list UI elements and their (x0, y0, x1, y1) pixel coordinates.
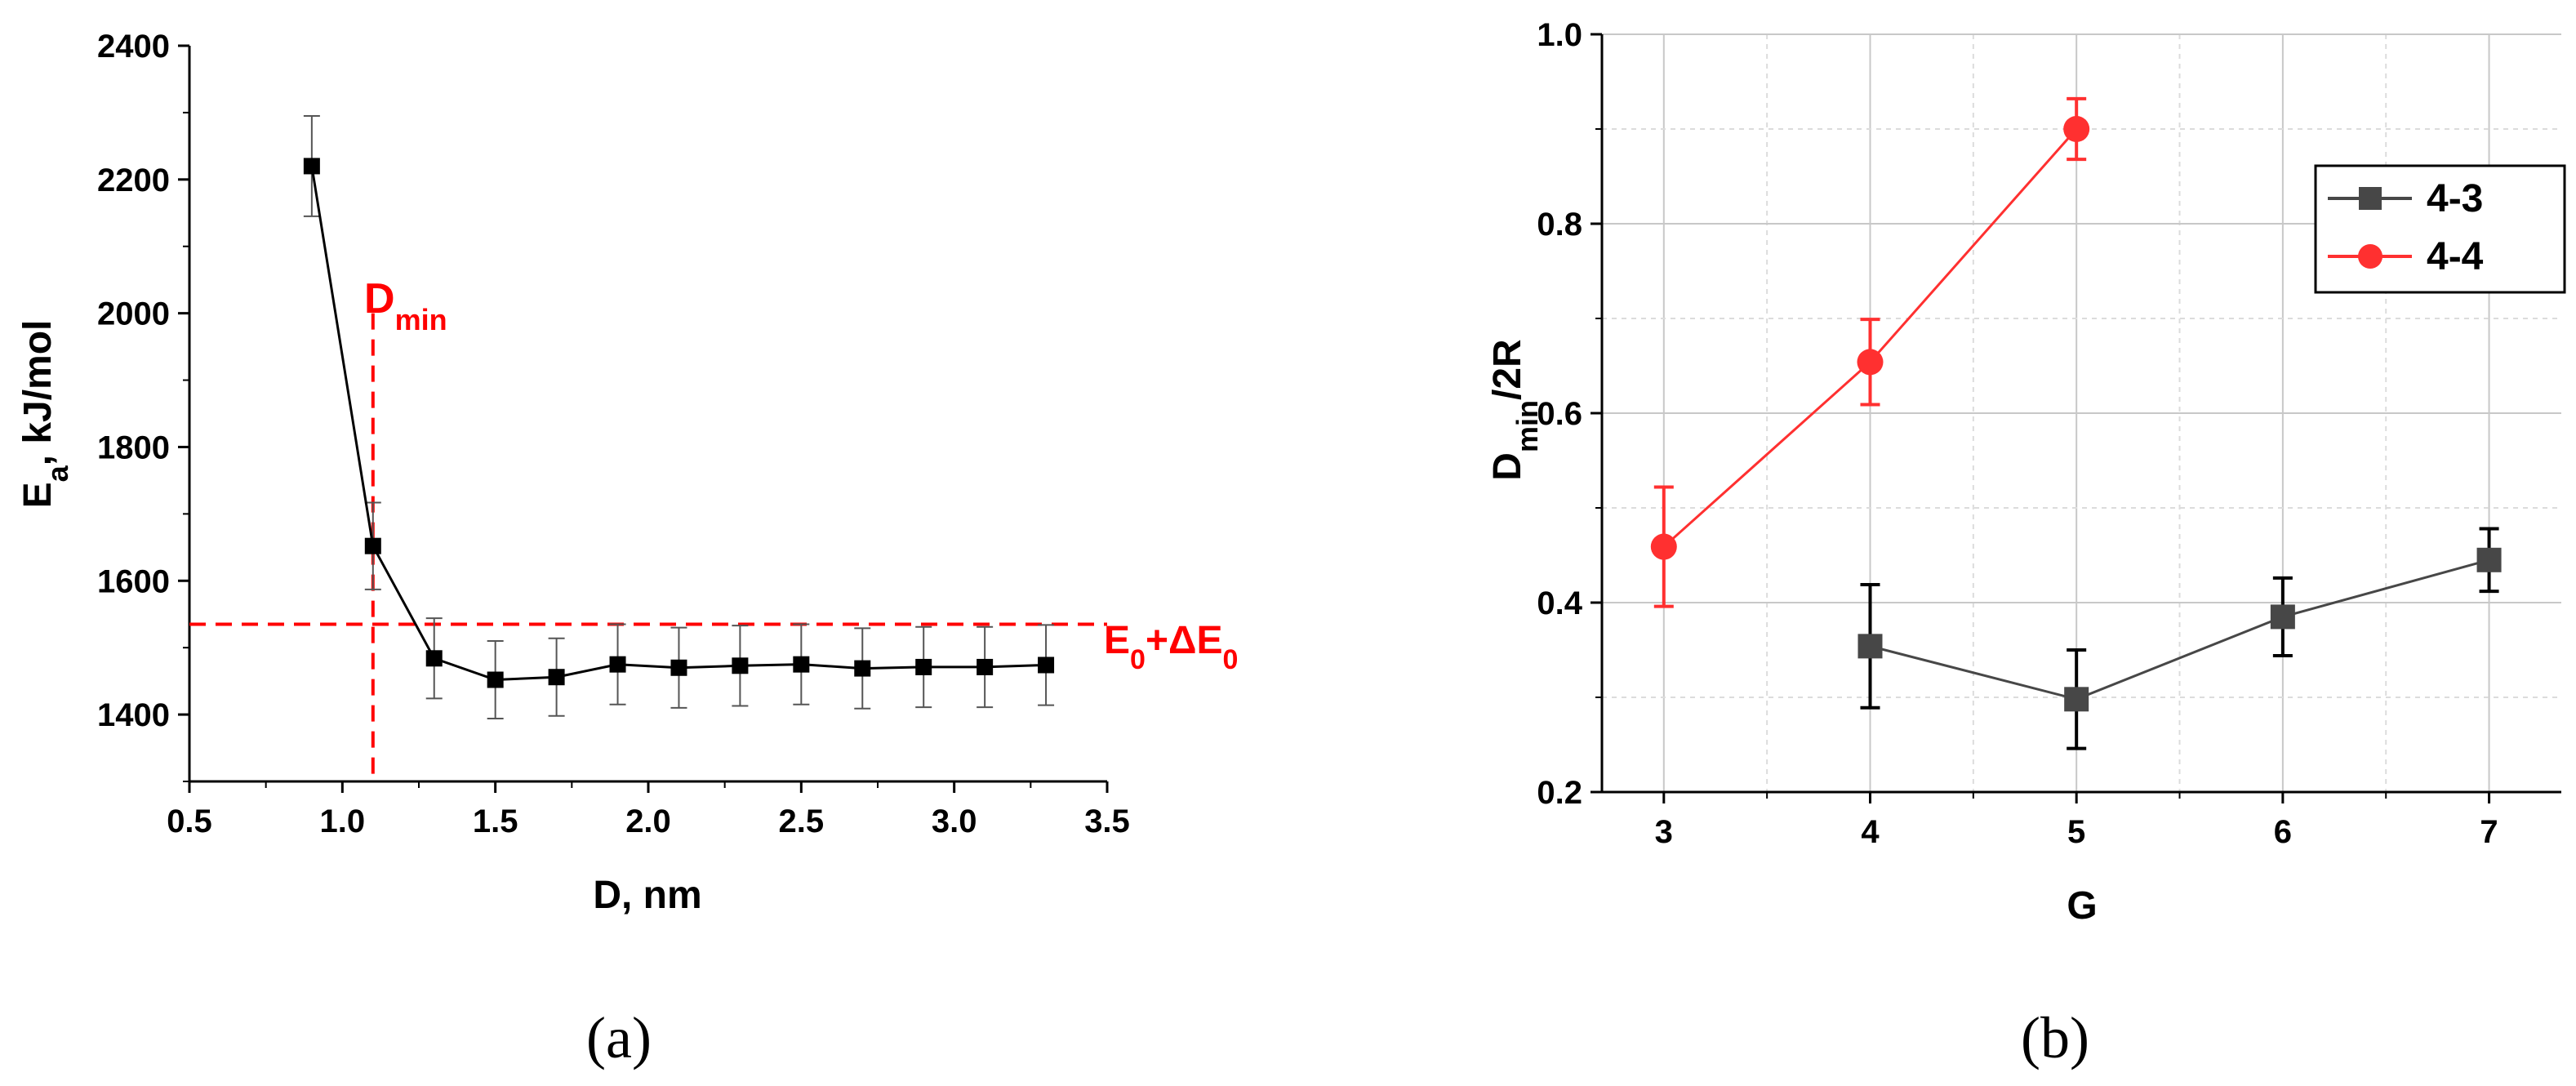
x-tick-label: 3.0 (932, 803, 977, 839)
panel-b-label: (b) (2021, 1005, 2089, 1070)
e0-delta-annotation: E0+ΔE0 (1104, 619, 1238, 675)
data-point (303, 158, 320, 175)
data-point-4-3 (1857, 634, 1883, 659)
y-tick-label: 1.0 (1537, 17, 1582, 53)
panel-b-chart: 3 4 5 6 7 0.2 0.4 0.6 0.8 1.0 Dmin/2R G 4-3 4-4 (… (1486, 17, 2566, 1070)
x-tick-label: 1.5 (473, 803, 518, 839)
y-tick-label: 2400 (97, 29, 170, 65)
panel-a-marks (189, 115, 1107, 781)
legend-box (2314, 164, 2566, 294)
dmin-annotation: Dmin (364, 275, 447, 336)
data-point (548, 669, 565, 686)
data-point (915, 658, 932, 675)
y-tick-label: 1400 (97, 697, 170, 733)
data-point (425, 650, 443, 667)
x-tick-label: 7 (2480, 814, 2498, 850)
data-point (732, 657, 749, 674)
panel-a-y-axis-label: Ea, kJ/mol (16, 320, 74, 509)
data-point (793, 656, 810, 673)
y-tick-label: 0.6 (1537, 396, 1582, 432)
y-tick-label: 2200 (97, 162, 170, 198)
data-point (977, 658, 994, 675)
panel-b-grid (1602, 33, 2561, 793)
legend: 4-3 4-4 (2314, 164, 2566, 294)
legend-label-4-3: 4-3 (2427, 177, 2483, 220)
panel-b-axes: 3 4 5 6 7 0.2 0.4 0.6 0.8 1.0 (1537, 17, 2561, 850)
x-tick-label: 1.0 (320, 803, 366, 839)
x-tick-label: 4 (1861, 814, 1880, 850)
x-tick-label: 2.5 (779, 803, 825, 839)
legend-label-4-4: 4-4 (2427, 235, 2484, 278)
data-point-4-3 (2270, 604, 2295, 630)
panel-a-x-axis-label: D, nm (593, 874, 701, 917)
panel-b-marks (1650, 96, 2502, 750)
x-tick-label: 0.5 (167, 803, 212, 839)
panel-a-label: (a) (586, 1005, 652, 1070)
series-line (310, 166, 1047, 682)
panel-a-axes: 0.5 1.0 1.5 2.0 2.5 3.0 3.5 1400 1600 1800 2000 220… (97, 29, 1130, 839)
data-point (364, 537, 381, 554)
y-tick-label: 2000 (97, 296, 170, 332)
x-tick-label: 3.5 (1084, 803, 1130, 839)
x-tick-label: 2.0 (625, 803, 671, 839)
y-tick-label: 1600 (97, 563, 170, 599)
panel-b-x-axis-label: G (2067, 884, 2097, 928)
series-line-4-3 (1870, 559, 2489, 701)
data-point-4-4 (2063, 116, 2090, 142)
data-point (670, 659, 687, 676)
x-tick-label: 6 (2274, 814, 2292, 850)
data-point (487, 671, 504, 688)
data-point (609, 656, 626, 673)
x-tick-label: 3 (1655, 814, 1673, 850)
legend-marker-4-4 (2358, 244, 2382, 269)
y-tick-label: 1800 (97, 430, 170, 465)
data-point (1038, 656, 1055, 674)
data-point-4-3 (2476, 547, 2502, 572)
y-tick-label: 0.4 (1537, 585, 1582, 621)
data-point-4-4 (1650, 533, 1677, 560)
data-point-4-4 (1857, 349, 1884, 376)
data-point-4-3 (2064, 687, 2089, 712)
panel-a-chart: 0.5 1.0 1.5 2.0 2.5 3.0 3.5 1400 1600 1800 2000 220… (16, 29, 1238, 1070)
y-tick-label: 0.8 (1537, 207, 1582, 243)
legend-marker-4-3 (2359, 187, 2382, 210)
x-tick-label: 5 (2067, 814, 2085, 850)
panel-b-y-axis-label: Dmin/2R (1486, 339, 1544, 480)
y-tick-label: 0.2 (1537, 775, 1582, 811)
data-point (854, 660, 871, 677)
